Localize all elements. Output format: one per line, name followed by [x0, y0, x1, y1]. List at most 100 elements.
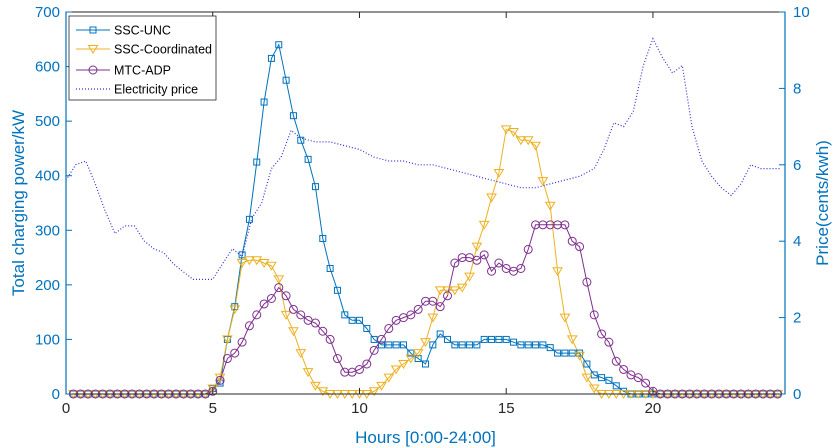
- data-point-ssc-coordinated: [456, 283, 468, 293]
- data-point-mtc-adp: [362, 359, 372, 369]
- legend-marker-mtc-adp: [88, 65, 98, 75]
- legend-label-ssc-coordinated: SSC-Coordinated: [114, 43, 212, 57]
- legend-label-ssc-unc: SSC-UNC: [114, 24, 171, 38]
- y-left-tick-label: 400: [35, 168, 60, 185]
- data-point-mtc-adp: [450, 258, 460, 268]
- data-point-ssc-unc: [297, 136, 305, 144]
- data-point-mtc-adp: [222, 354, 232, 364]
- data-point-ssc-unc: [238, 251, 246, 259]
- y-left-tick-label: 700: [35, 4, 60, 21]
- data-point-ssc-unc: [495, 335, 503, 343]
- data-point-mtc-adp: [244, 321, 254, 331]
- legend-entry-electricity-price: Electricity price: [76, 83, 198, 97]
- y-axis-right-title: Price(cents/kwh): [813, 140, 832, 266]
- data-point-mtc-adp: [457, 253, 467, 263]
- data-point-ssc-unc: [510, 338, 518, 346]
- data-point-ssc-coordinated: [500, 125, 512, 135]
- data-point-ssc-unc: [466, 341, 474, 349]
- data-point-ssc-unc: [546, 344, 554, 352]
- data-point-ssc-coordinated: [420, 338, 431, 348]
- data-point-mtc-adp: [325, 334, 335, 344]
- data-point-mtc-adp: [641, 378, 651, 388]
- data-point-ssc-unc: [253, 158, 261, 166]
- data-point-mtc-adp: [472, 255, 482, 265]
- data-point-mtc-adp: [215, 375, 225, 385]
- data-point-ssc-coordinated: [427, 313, 439, 323]
- data-point-ssc-coordinated: [244, 256, 255, 266]
- data-point-mtc-adp: [428, 296, 438, 306]
- y-right-tick-label: 10: [793, 4, 810, 21]
- data-point-ssc-coordinated: [478, 220, 490, 230]
- data-point-mtc-adp: [611, 356, 621, 366]
- data-point-mtc-adp: [266, 294, 276, 303]
- data-point-ssc-coordinated: [449, 286, 461, 296]
- data-point-ssc-unc: [502, 335, 510, 343]
- data-point-ssc-unc: [267, 54, 275, 62]
- data-point-ssc-unc: [458, 341, 466, 349]
- data-point-ssc-unc: [231, 303, 239, 311]
- data-point-mtc-adp: [318, 326, 328, 336]
- x-axis-title: Hours [0:00-24:00]: [355, 428, 496, 447]
- data-point-ssc-unc: [348, 316, 356, 324]
- data-point-mtc-adp: [531, 220, 541, 230]
- data-point-mtc-adp: [560, 220, 570, 230]
- data-point-ssc-coordinated: [442, 286, 453, 296]
- data-point-ssc-coordinated: [236, 259, 248, 269]
- data-point-mtc-adp: [406, 310, 416, 320]
- y-right-tick-label: 2: [793, 310, 801, 327]
- data-point-ssc-unc: [319, 234, 327, 242]
- legend-label-electricity-price: Electricity price: [114, 83, 198, 97]
- data-point-ssc-coordinated: [434, 286, 446, 296]
- data-point-ssc-coordinated: [376, 381, 387, 391]
- data-point-ssc-unc: [333, 286, 341, 294]
- data-point-ssc-unc: [612, 382, 620, 390]
- data-point-mtc-adp: [582, 277, 592, 287]
- y-right-tick-label: 0: [793, 386, 801, 403]
- data-point-ssc-unc: [245, 215, 253, 223]
- data-point-ssc-coordinated: [222, 335, 233, 345]
- data-point-ssc-coordinated: [273, 275, 285, 285]
- data-point-ssc-unc: [532, 341, 540, 349]
- data-point-ssc-unc: [429, 341, 437, 349]
- data-point-mtc-adp: [340, 367, 350, 377]
- data-point-mtc-adp: [487, 266, 497, 276]
- data-point-mtc-adp: [208, 386, 218, 396]
- y-left-tick-label: 500: [35, 113, 60, 130]
- data-point-mtc-adp: [516, 263, 526, 273]
- x-tick-label: 0: [62, 400, 70, 417]
- data-point-mtc-adp: [479, 250, 489, 260]
- x-tick-label: 15: [498, 400, 515, 417]
- data-point-ssc-unc: [363, 325, 371, 333]
- data-point-ssc-unc: [414, 355, 422, 363]
- legend-entry-mtc-adp: MTC-ADP: [76, 64, 171, 78]
- data-point-mtc-adp: [545, 220, 555, 230]
- data-point-ssc-coordinated: [383, 373, 395, 383]
- y-left-tick-label: 0: [52, 386, 60, 403]
- data-point-ssc-unc: [488, 335, 496, 343]
- data-point-ssc-coordinated: [588, 384, 600, 394]
- series-line-electricity-price: [65, 37, 780, 280]
- y-axis-left-title: Total charging power/kW: [9, 110, 28, 296]
- data-point-ssc-unc: [275, 41, 283, 49]
- data-point-ssc-coordinated: [214, 373, 226, 383]
- data-point-mtc-adp: [296, 310, 306, 320]
- data-point-mtc-adp: [597, 329, 607, 339]
- data-point-mtc-adp: [230, 348, 240, 358]
- data-point-ssc-unc: [480, 335, 488, 343]
- data-point-mtc-adp: [354, 364, 364, 374]
- data-point-ssc-unc: [260, 98, 268, 106]
- data-point-ssc-coordinated: [515, 136, 527, 146]
- data-point-ssc-coordinated: [581, 373, 593, 383]
- data-point-ssc-coordinated: [522, 136, 534, 146]
- x-tick-label: 5: [209, 400, 217, 417]
- data-point-ssc-coordinated: [317, 387, 329, 397]
- data-point-ssc-coordinated: [530, 141, 541, 151]
- data-point-ssc-coordinated: [390, 365, 402, 375]
- legend-entry-ssc-coordinated: SSC-Coordinated: [76, 43, 212, 57]
- data-point-ssc-coordinated: [310, 381, 321, 391]
- data-point-ssc-coordinated: [471, 242, 483, 252]
- data-point-ssc-unc: [326, 264, 334, 272]
- data-point-ssc-coordinated: [302, 368, 314, 378]
- data-point-ssc-unc: [355, 316, 363, 324]
